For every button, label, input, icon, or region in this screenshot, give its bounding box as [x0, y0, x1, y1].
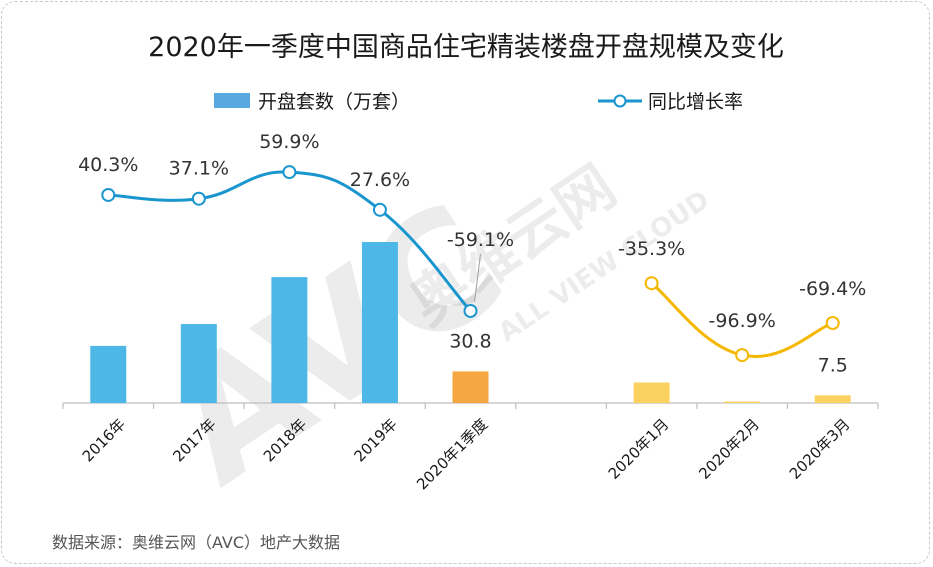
- x-tick-labels: 2016年 2017年 2018年 2019年 2020年1季度 2020年1月 2020年…: [79, 415, 854, 493]
- legend-bar-label: 开盘套数（万套）: [258, 91, 410, 113]
- growth-annual-point: [463, 303, 478, 318]
- growth-monthly-point: [735, 348, 750, 363]
- label-leader-line: [474, 253, 481, 303]
- growth-annual-point: [101, 187, 116, 202]
- growth-monthly-point: [644, 276, 659, 291]
- legend: 开盘套数（万套） 同比增长率: [214, 91, 743, 113]
- bar-value-label: 30.8: [449, 330, 491, 352]
- growth-annual-point: [191, 191, 206, 206]
- bar: [452, 371, 489, 403]
- legend-bar-swatch: [214, 93, 250, 108]
- growth-monthly-label: -69.4%: [799, 278, 866, 300]
- x-tick-label: 2016年: [79, 415, 129, 465]
- growth-annual-label: 27.6%: [350, 169, 410, 191]
- x-tick-label: 2020年3月: [786, 415, 854, 483]
- bar: [271, 277, 308, 403]
- bar: [724, 401, 761, 403]
- growth-monthly-label: -96.9%: [709, 310, 776, 332]
- bar: [361, 242, 398, 403]
- source-note: 数据来源：奥维云网（AVC）地产大数据: [52, 533, 340, 552]
- growth-annual-label: 40.3%: [78, 154, 138, 176]
- growth-series: [101, 165, 840, 363]
- bar: [633, 382, 670, 403]
- growth-annual-label: 59.9%: [259, 131, 319, 153]
- growth-annual-point: [282, 165, 297, 180]
- x-tick-label: 2020年1季度: [413, 415, 491, 493]
- bar: [180, 324, 217, 403]
- x-tick-label: 2020年1月: [605, 415, 673, 483]
- growth-annual-point: [372, 202, 387, 217]
- legend-line-marker: [613, 94, 627, 108]
- bar-value-label: 7.5: [818, 354, 848, 376]
- bar: [814, 395, 851, 403]
- growth-annual-label: -59.1%: [447, 229, 514, 251]
- legend-line-label: 同比增长率: [648, 91, 743, 113]
- growth-monthly-point: [825, 315, 840, 330]
- data-labels: 30.8 7.5 40.3% 37.1% 59.9% 27.6% -59.1% -35.3% -…: [78, 131, 866, 376]
- growth-monthly-label: -35.3%: [618, 238, 685, 260]
- bar: [90, 345, 127, 403]
- chart-title: 2020年一季度中国商品住宅精装楼盘开盘规模及变化: [148, 32, 784, 63]
- x-tick-label: 2020年2月: [695, 415, 763, 483]
- bar-series: [90, 242, 851, 403]
- growth-annual-label: 37.1%: [169, 158, 229, 180]
